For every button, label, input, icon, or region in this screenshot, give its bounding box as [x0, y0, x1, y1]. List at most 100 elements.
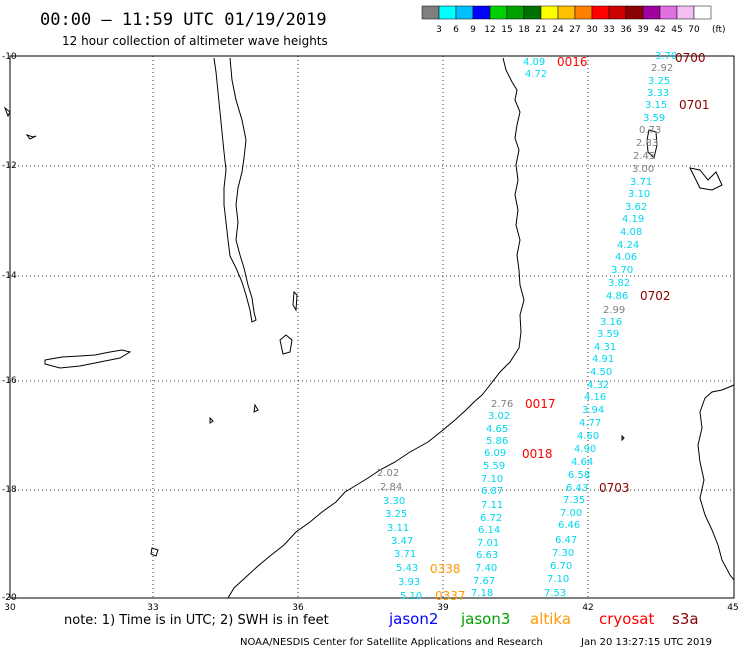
map-frame	[9, 55, 735, 599]
altimeter-tracks: 3.702.923.253.333.153.590.732.832.453.00…	[377, 51, 677, 602]
color-legend: 3 6 9 12 15 18 21 24 27 30 33 36 39 42 45 70	[421, 5, 712, 35]
pass-time-label: 0700	[675, 51, 706, 65]
longitude-label: 33	[147, 603, 158, 613]
pass-time-label: 0338	[430, 562, 461, 576]
wave-height-value: 4.16	[584, 392, 606, 403]
wave-height-value: 7.10	[481, 474, 503, 485]
wave-height-value: 3.82	[608, 278, 630, 289]
wave-height-value: 3.93	[398, 577, 420, 588]
legend-tick-label: 15	[501, 25, 512, 35]
legend-swatch	[608, 5, 627, 20]
wave-height-value: 3.11	[387, 523, 409, 534]
wave-height-value: 2.76	[491, 399, 513, 410]
wave-height-value: 7.35	[563, 495, 585, 506]
wave-height-value: 4.24	[617, 240, 639, 251]
wave-height-value: 4.77	[579, 418, 601, 429]
graticule	[10, 56, 734, 598]
satellite-jason2: jason2	[388, 610, 438, 628]
wave-height-value: 3.94	[582, 405, 604, 416]
track-center: 2.763.02 4.655.866.09 5.59 7.106.87 7.11 6.72…	[471, 399, 513, 599]
wave-height-value: 4.60	[577, 431, 599, 442]
wave-height-value: 3.10	[628, 189, 650, 200]
satellite-jason3: jason3	[460, 610, 510, 628]
pass-time-label: 0018	[522, 447, 553, 461]
wave-height-value: 3.71	[394, 549, 416, 560]
wave-height-value: 3.25	[385, 509, 407, 520]
map-title: 00:00 – 11:59 UTC 01/19/2019	[40, 10, 327, 30]
legend-swatch	[625, 5, 644, 20]
wave-height-value: 4.64	[571, 457, 593, 468]
latitude-label: -18	[2, 485, 17, 495]
satellite-legend: jason2 jason3 altika cryosat s3a	[388, 610, 699, 628]
legend-swatch	[421, 5, 440, 20]
wave-height-value: 4.50	[590, 367, 612, 378]
longitude-label: 45	[727, 603, 738, 613]
satellite-s3a: s3a	[672, 610, 699, 628]
wave-height-value: 7.01	[477, 538, 499, 549]
legend-swatch	[540, 5, 559, 20]
wave-height-value: 6.09	[484, 448, 506, 459]
wave-height-value: 7.53	[544, 588, 566, 599]
wave-height-value: 2.02	[377, 468, 399, 479]
legend-swatch	[591, 5, 610, 20]
latitude-label: -16	[2, 376, 17, 386]
satellite-cryosat: cryosat	[599, 610, 654, 628]
legend-tick-label: 27	[569, 25, 580, 35]
pass-time-label: 0703	[599, 481, 630, 495]
wave-height-value: 4.31	[594, 342, 616, 353]
wave-height-value: 4.90	[574, 444, 596, 455]
satellite-altika: altika	[530, 610, 571, 628]
legend-swatch	[557, 5, 576, 20]
wave-height-value: 7.40	[475, 563, 497, 574]
wave-height-value: 4.72	[525, 69, 547, 80]
wave-height-value: 0.73	[639, 125, 661, 136]
legend-tick-label: 12	[484, 25, 495, 35]
legend-swatch	[574, 5, 593, 20]
wave-height-value: 3.47	[391, 536, 413, 547]
wave-height-value: 2.99	[603, 305, 625, 316]
wave-height-value: 2.83	[636, 138, 658, 149]
wave-height-value: 3.62	[625, 202, 647, 213]
legend-swatch	[642, 5, 661, 20]
track-upper-east: 3.702.923.253.333.153.590.732.832.453.00…	[606, 51, 677, 302]
latitude-label: -12	[2, 161, 17, 171]
wave-height-value: 4.65	[486, 424, 508, 435]
latitude-labels: -10 -12 -14 -16 -18 -20	[2, 52, 17, 603]
wave-height-value: 3.59	[597, 329, 619, 340]
legend-tick-label: 6	[453, 25, 459, 35]
longitude-label: 39	[437, 603, 449, 613]
footer-timestamp: Jan 20 13:27:15 UTC 2019	[580, 637, 712, 648]
wave-height-value: 6.46	[558, 520, 580, 531]
wave-height-value: 4.19	[622, 214, 644, 225]
wave-height-value: 7.00	[560, 508, 582, 519]
wave-height-value: 7.18	[471, 588, 493, 599]
pass-time-labels: 0016 0700 0701 0702 0017 0018 0703 0338 0337	[430, 51, 710, 603]
legend-tick-label: 30	[586, 25, 598, 35]
wave-height-value: 4.06	[615, 252, 637, 263]
wave-height-value: 2.45	[633, 151, 655, 162]
wave-height-value: 3.70	[611, 265, 633, 276]
wave-height-value: 6.87	[481, 486, 503, 497]
wave-height-value: 7.11	[481, 500, 503, 511]
legend-swatch	[659, 5, 678, 20]
wave-height-value: 4.91	[592, 354, 614, 365]
wave-height-value: 6.70	[550, 561, 572, 572]
wave-height-value: 3.71	[630, 177, 652, 188]
wave-height-value: 2.84	[380, 482, 402, 493]
footer-credit: NOAA/NESDIS Center for Satellite Applica…	[240, 637, 543, 648]
wave-height-value: 3.70	[655, 51, 677, 62]
legend-tick-label: 45	[671, 25, 682, 35]
wave-height-value: 6.72	[480, 513, 502, 524]
wave-height-value: 7.10	[547, 574, 569, 585]
pass-time-label: 0702	[640, 289, 671, 303]
pass-time-label: 0337	[435, 589, 466, 603]
map-subtitle: 12 hour collection of altimeter wave hei…	[62, 34, 328, 48]
wave-height-value: 5.43	[396, 563, 418, 574]
legend-tick-label: 3	[436, 25, 442, 35]
legend-unit: (ft)	[712, 25, 726, 35]
footer-note: note: 1) Time is in UTC; 2) SWH is in fe…	[64, 613, 329, 628]
legend-swatch	[455, 5, 474, 20]
pass-time-label: 0017	[525, 397, 556, 411]
latitude-label: -20	[2, 593, 17, 603]
